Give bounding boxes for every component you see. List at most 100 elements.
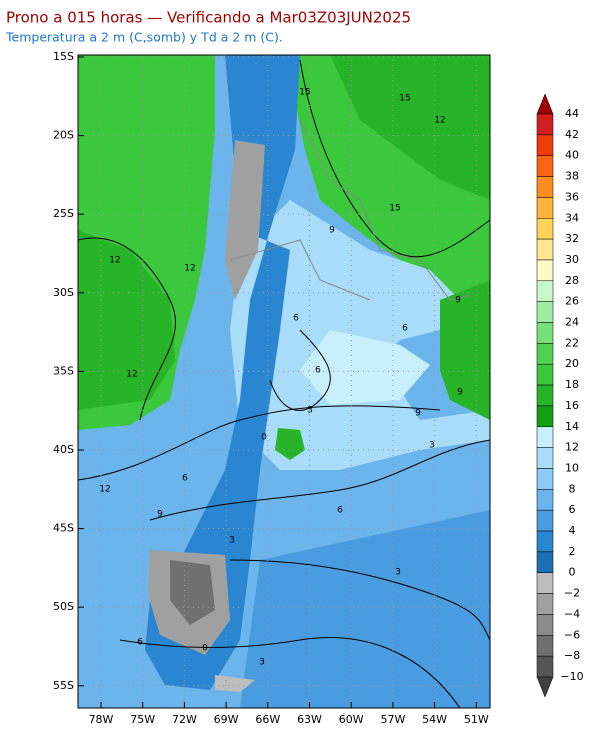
contour-label: 6: [137, 638, 143, 648]
colorbar-band: [536, 218, 554, 240]
colorbar-label: 4: [569, 524, 576, 537]
colorbar-label: 28: [565, 274, 579, 287]
grid: [78, 55, 490, 708]
contour-label: 9: [455, 296, 461, 306]
colorbar-band: [536, 238, 554, 261]
contour-label: 12: [109, 256, 120, 266]
colorbar-label: 16: [565, 399, 579, 412]
lat-label: 25S: [53, 207, 74, 220]
colorbar-label: −6: [564, 628, 580, 641]
colorbar-band: [536, 155, 554, 177]
contour-label: 0: [261, 433, 267, 443]
colorbar-band: [536, 447, 554, 469]
colorbar-band: [536, 530, 554, 553]
colorbar-label: 10: [565, 461, 579, 474]
contour-label: 9: [157, 510, 163, 520]
colorbar-label: 2: [569, 545, 576, 558]
contours: [78, 59, 490, 708]
contour-label: 6: [182, 474, 188, 484]
lon-label: 75W: [130, 713, 155, 726]
colorbar-band: [536, 655, 554, 678]
colorbar-label: −4: [564, 607, 580, 620]
colorbar-label: 14: [565, 420, 579, 433]
lon-label: 57W: [380, 713, 405, 726]
lon-label: 78W: [89, 713, 114, 726]
axes: 15S 20S 25S 30S 35S 40S 45S 50S 55S 78W 75W 72W 69W 6…: [53, 50, 489, 726]
colorbar-label: 44: [565, 107, 579, 120]
contour-label: 12: [126, 370, 137, 380]
map-frame: [77, 54, 491, 709]
plains-field: [230, 200, 490, 470]
colorbar-band: [536, 259, 554, 282]
colorbar-band: [536, 280, 554, 302]
brazil-green-dark: [330, 55, 490, 200]
colorbar-band: [536, 509, 554, 532]
colorbar-band: [536, 301, 554, 323]
subtitle: Temperatura a 2 m (C,somb) y Td a 2 m (C…: [5, 30, 283, 45]
colorbar-band: [536, 489, 554, 511]
contour: [149, 439, 490, 521]
colorbar-label: −8: [564, 649, 580, 662]
lon-label: 72W: [172, 713, 197, 726]
colorbar-band: [536, 551, 554, 573]
colorbar-label: 30: [565, 253, 579, 266]
contour-label: 6: [315, 366, 321, 376]
colorbar-label: 26: [565, 295, 579, 308]
colorbar-band: [536, 176, 554, 198]
colorbar-bottom: [536, 676, 554, 698]
colorbar-band: [536, 384, 554, 407]
andes-gray: [225, 140, 265, 300]
colorbar-band: [536, 635, 554, 657]
contour-label: 0: [202, 644, 208, 654]
colorbar-label: −2: [564, 587, 580, 600]
map-area: 15 15 12 15 9 12 12 6 6 9 12 6 3 9 9 0 3 12 6 9 6 3 3 0 6 3: [78, 55, 490, 708]
contour-label: 15: [399, 94, 410, 104]
contour-label: 3: [395, 568, 401, 578]
colorbar-band: [536, 614, 554, 636]
green-patch: [275, 428, 305, 460]
border: [299, 119, 471, 301]
contour: [229, 559, 490, 641]
colorbar-label: 32: [565, 232, 579, 245]
colorbar-label: 24: [565, 316, 579, 329]
contour-label: 3: [229, 536, 235, 546]
contour-label: 6: [293, 314, 299, 324]
contour-label: 12: [99, 485, 110, 495]
contour-label: 15: [389, 204, 400, 214]
colorbar-label: 42: [565, 128, 579, 141]
colorbar-label: 8: [569, 482, 576, 495]
title: Prono a 015 horas — Verificando a Mar03Z…: [6, 9, 411, 27]
colorbar: 4442403836343230282624222018161412108642…: [536, 93, 584, 698]
colorbar-label: 22: [565, 336, 579, 349]
andes-field: [145, 55, 300, 690]
colorbar-label: 20: [565, 357, 579, 370]
contour-labels: 15 15 12 15 9 12 12 6 6 9 12 6 3 9 9 0 3 12 6 9 6 3 3 0 6 3: [99, 88, 463, 668]
lat-label: 50S: [53, 600, 74, 613]
colorbar-label: −10: [560, 670, 583, 683]
lat-label: 35S: [53, 364, 74, 377]
colorbar-top: [536, 93, 554, 115]
contour-label: 9: [329, 226, 335, 236]
colorbar-label: 36: [565, 190, 579, 203]
colorbar-band: [536, 405, 554, 428]
uruguay-green: [440, 280, 490, 420]
colorbar-band: [536, 134, 554, 156]
colorbar-label: 0: [569, 566, 576, 579]
lat-label: 15S: [53, 50, 74, 63]
lat-label: 40S: [53, 443, 74, 456]
contour: [299, 59, 490, 258]
contour-label: 15: [299, 88, 310, 98]
colorbar-band: [536, 468, 554, 490]
contour: [119, 637, 461, 708]
tierra-gray: [215, 675, 255, 692]
colorbar-label: 38: [565, 170, 579, 183]
contour: [269, 329, 331, 411]
colorbar-band: [536, 322, 554, 344]
contour-label: 6: [402, 324, 408, 334]
colorbar-label: 12: [565, 441, 579, 454]
lon-label: 60W: [339, 713, 364, 726]
contour-label: 3: [429, 441, 435, 451]
coast-field: [300, 330, 430, 405]
lat-label: 45S: [53, 522, 74, 535]
